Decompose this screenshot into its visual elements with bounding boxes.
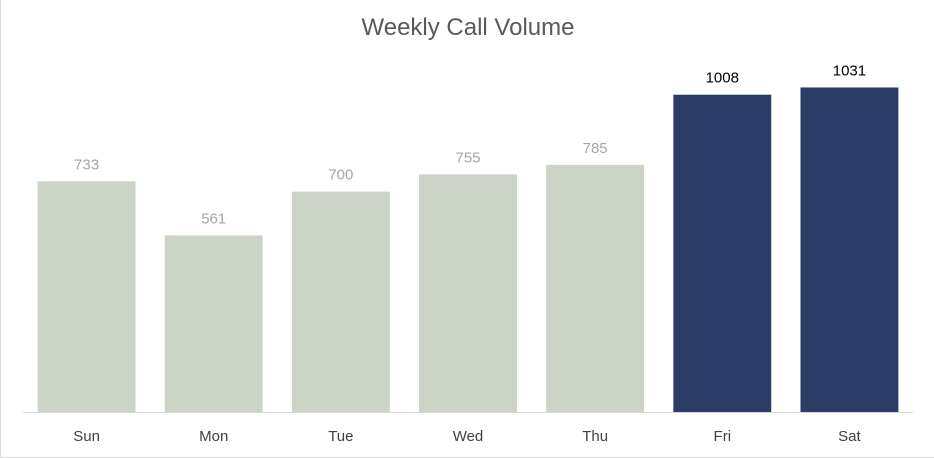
bar-wed: [419, 174, 517, 412]
data-label-sat: 1031: [833, 62, 866, 79]
data-labels-group: 733 561 700 755 785 1008 1031: [74, 62, 866, 227]
data-label-mon: 561: [201, 210, 226, 227]
data-label-wed: 755: [455, 149, 480, 166]
bar-tue: [291, 191, 390, 412]
data-label-fri: 1008: [706, 70, 739, 87]
bar-fri: [673, 94, 772, 412]
x-tick-label-fri: Fri: [714, 428, 732, 445]
data-label-sun: 733: [74, 156, 99, 173]
bar-thu: [546, 164, 645, 412]
x-tick-label-sun: Sun: [73, 428, 100, 445]
bar-sat: [800, 87, 899, 412]
bar-sun: [37, 181, 136, 412]
bars-group: [37, 87, 899, 412]
data-label-tue: 700: [328, 167, 353, 184]
x-tick-label-tue: Tue: [328, 428, 353, 445]
x-tick-labels-group: Sun Mon Tue Wed Thu Fri Sat: [73, 428, 861, 445]
bar-mon: [164, 235, 263, 412]
x-tick-label-wed: Wed: [453, 428, 484, 445]
x-tick-label-mon: Mon: [199, 428, 228, 445]
data-label-thu: 785: [583, 140, 608, 157]
chart-title: Weekly Call Volume: [361, 14, 575, 41]
x-tick-label-thu: Thu: [582, 428, 608, 445]
x-tick-label-sat: Sat: [838, 428, 861, 445]
